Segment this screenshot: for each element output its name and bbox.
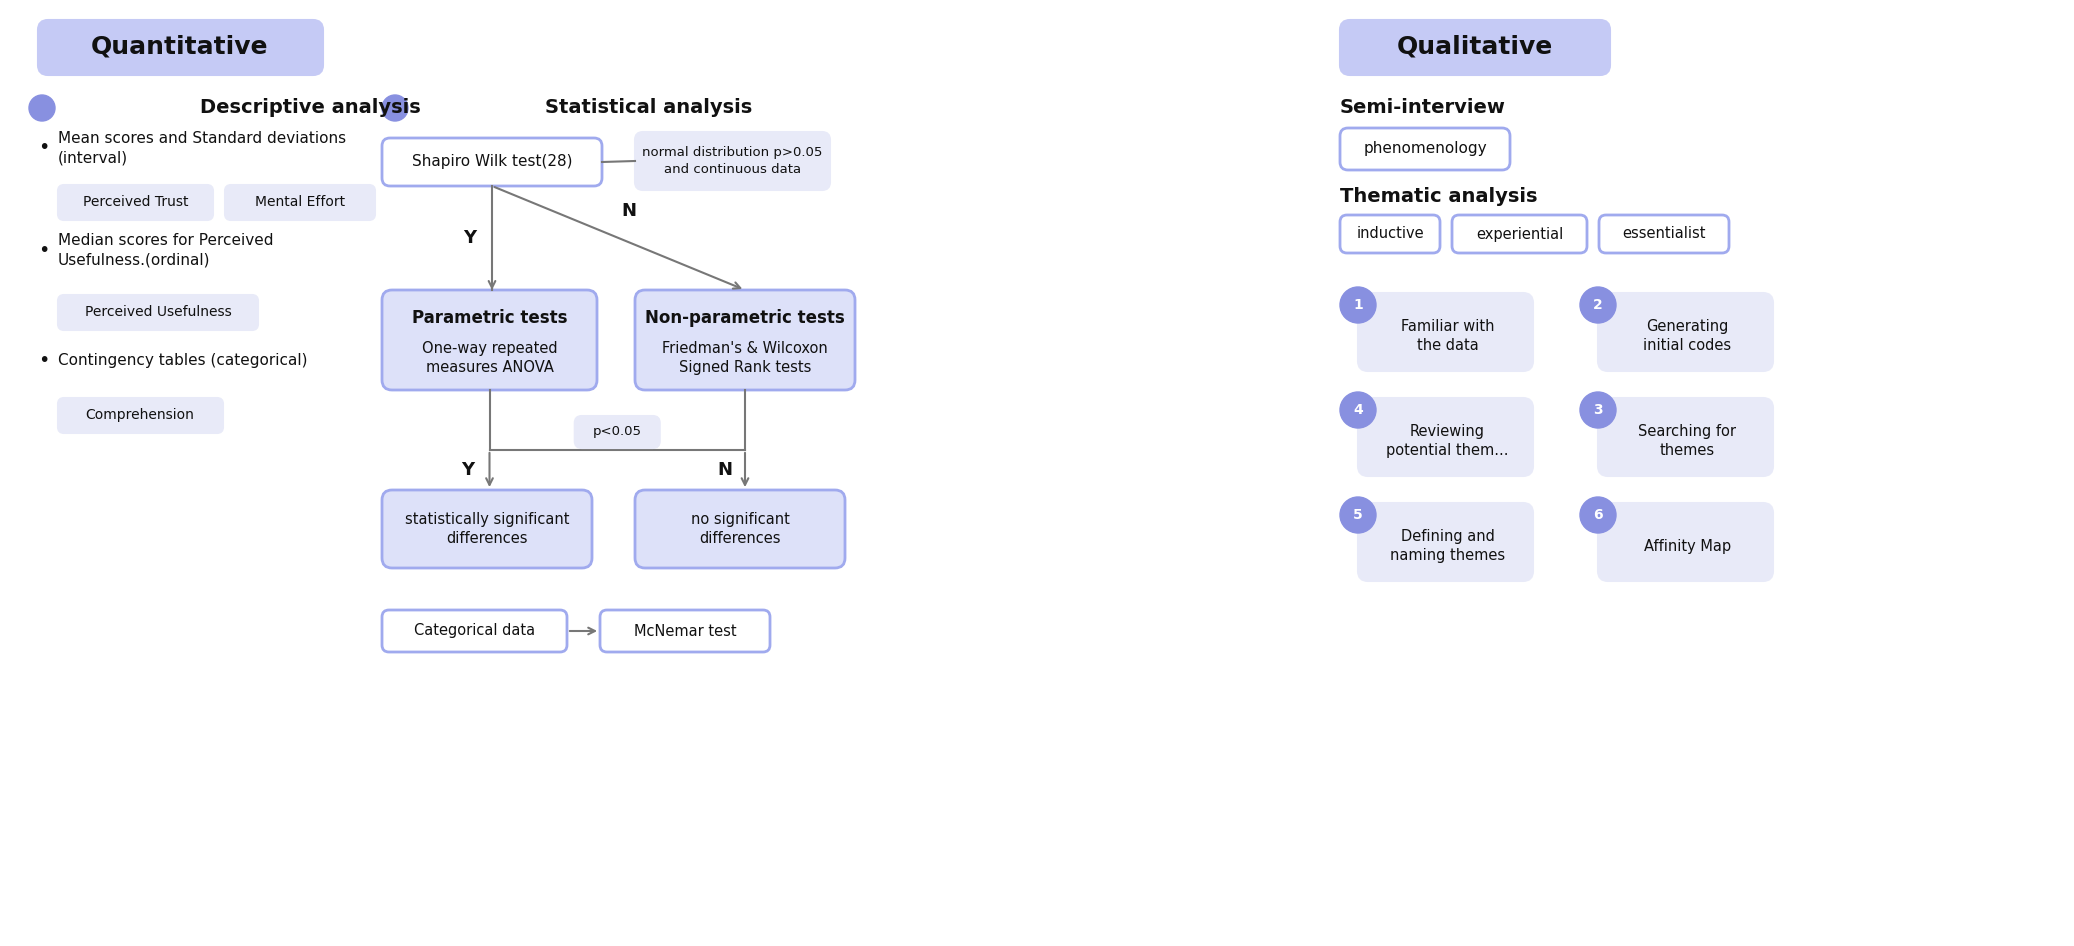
Text: Reviewing
potential them...: Reviewing potential them...: [1385, 424, 1508, 459]
Text: phenomenology: phenomenology: [1363, 142, 1487, 156]
Circle shape: [1580, 497, 1616, 533]
Text: Quantitative: Quantitative: [91, 35, 270, 59]
Text: 2: 2: [1593, 298, 1603, 312]
FancyBboxPatch shape: [635, 290, 854, 390]
Text: Friedman's & Wilcoxon
Signed Rank tests: Friedman's & Wilcoxon Signed Rank tests: [662, 341, 828, 376]
Text: N: N: [718, 461, 732, 479]
Text: Statistical analysis: Statistical analysis: [545, 98, 753, 117]
Text: Shapiro Wilk test(28): Shapiro Wilk test(28): [413, 154, 572, 169]
Text: Mental Effort: Mental Effort: [255, 195, 344, 209]
FancyBboxPatch shape: [1340, 20, 1609, 75]
FancyBboxPatch shape: [58, 398, 224, 433]
Text: One-way repeated
measures ANOVA: One-way repeated measures ANOVA: [421, 341, 558, 376]
Text: Affinity Map: Affinity Map: [1645, 538, 1732, 553]
Text: normal distribution p>0.05
and continuous data: normal distribution p>0.05 and continuou…: [643, 146, 823, 176]
FancyBboxPatch shape: [1597, 398, 1773, 476]
FancyBboxPatch shape: [58, 295, 257, 330]
Text: Descriptive analysis: Descriptive analysis: [199, 98, 421, 117]
Text: Thematic analysis: Thematic analysis: [1340, 186, 1537, 205]
Text: N: N: [620, 202, 637, 220]
Text: 5: 5: [1352, 508, 1363, 522]
Text: •: •: [37, 138, 50, 157]
FancyBboxPatch shape: [1597, 293, 1773, 371]
Text: no significant
differences: no significant differences: [691, 512, 790, 547]
Text: experiential: experiential: [1477, 226, 1564, 241]
FancyBboxPatch shape: [635, 132, 830, 190]
FancyBboxPatch shape: [574, 416, 660, 448]
Text: Y: Y: [463, 229, 477, 247]
Circle shape: [382, 95, 409, 121]
Text: Qualitative: Qualitative: [1398, 35, 1553, 59]
Text: Defining and
naming themes: Defining and naming themes: [1390, 529, 1506, 564]
FancyBboxPatch shape: [1340, 215, 1439, 253]
Circle shape: [1340, 287, 1375, 323]
FancyBboxPatch shape: [1597, 503, 1773, 581]
Text: Categorical data: Categorical data: [415, 623, 535, 639]
FancyBboxPatch shape: [382, 138, 601, 186]
Text: 4: 4: [1352, 403, 1363, 417]
Text: Semi-interview: Semi-interview: [1340, 98, 1506, 117]
FancyBboxPatch shape: [599, 610, 769, 652]
FancyBboxPatch shape: [37, 20, 324, 75]
Circle shape: [1580, 392, 1616, 428]
FancyBboxPatch shape: [1358, 503, 1533, 581]
Text: Perceived Trust: Perceived Trust: [83, 195, 189, 209]
Text: essentialist: essentialist: [1622, 226, 1705, 241]
FancyBboxPatch shape: [382, 290, 597, 390]
Text: statistically significant
differences: statistically significant differences: [404, 512, 568, 547]
Text: Perceived Usefulness: Perceived Usefulness: [85, 305, 232, 319]
Text: inductive: inductive: [1356, 226, 1425, 241]
Text: Non-parametric tests: Non-parametric tests: [645, 309, 844, 327]
Text: •: •: [37, 351, 50, 370]
Text: Mean scores and Standard deviations
(interval): Mean scores and Standard deviations (int…: [58, 131, 346, 166]
Circle shape: [29, 95, 56, 121]
Text: 1: 1: [1352, 298, 1363, 312]
Text: Y: Y: [460, 461, 475, 479]
Text: Familiar with
the data: Familiar with the data: [1400, 319, 1493, 354]
Text: Parametric tests: Parametric tests: [413, 309, 568, 327]
Circle shape: [1580, 287, 1616, 323]
Text: 6: 6: [1593, 508, 1603, 522]
Circle shape: [1340, 392, 1375, 428]
Text: 3: 3: [1593, 403, 1603, 417]
Text: McNemar test: McNemar test: [635, 623, 736, 639]
Circle shape: [1340, 497, 1375, 533]
FancyBboxPatch shape: [382, 490, 591, 568]
Text: Median scores for Perceived
Usefulness.(ordinal): Median scores for Perceived Usefulness.(…: [58, 233, 274, 268]
FancyBboxPatch shape: [224, 185, 375, 220]
FancyBboxPatch shape: [1358, 398, 1533, 476]
FancyBboxPatch shape: [58, 185, 214, 220]
FancyBboxPatch shape: [1358, 293, 1533, 371]
FancyBboxPatch shape: [382, 610, 566, 652]
FancyBboxPatch shape: [1340, 128, 1510, 170]
Text: Comprehension: Comprehension: [85, 408, 195, 422]
FancyBboxPatch shape: [1599, 215, 1730, 253]
Text: •: •: [37, 240, 50, 259]
FancyBboxPatch shape: [635, 490, 844, 568]
FancyBboxPatch shape: [1452, 215, 1587, 253]
Text: Contingency tables (categorical): Contingency tables (categorical): [58, 353, 307, 367]
Text: p<0.05: p<0.05: [593, 426, 641, 439]
Text: Generating
initial codes: Generating initial codes: [1643, 319, 1732, 354]
Text: Searching for
themes: Searching for themes: [1638, 424, 1736, 459]
